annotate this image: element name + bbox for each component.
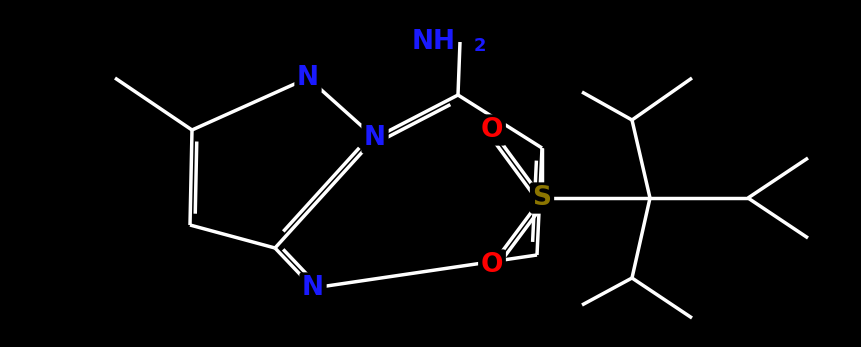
Text: NH: NH bbox=[412, 29, 455, 55]
Text: S: S bbox=[532, 185, 551, 211]
Text: N: N bbox=[297, 65, 319, 91]
Text: N: N bbox=[301, 275, 324, 301]
Text: N: N bbox=[363, 125, 386, 151]
Text: O: O bbox=[480, 117, 503, 143]
Text: O: O bbox=[480, 252, 503, 278]
Text: 2: 2 bbox=[474, 37, 486, 55]
